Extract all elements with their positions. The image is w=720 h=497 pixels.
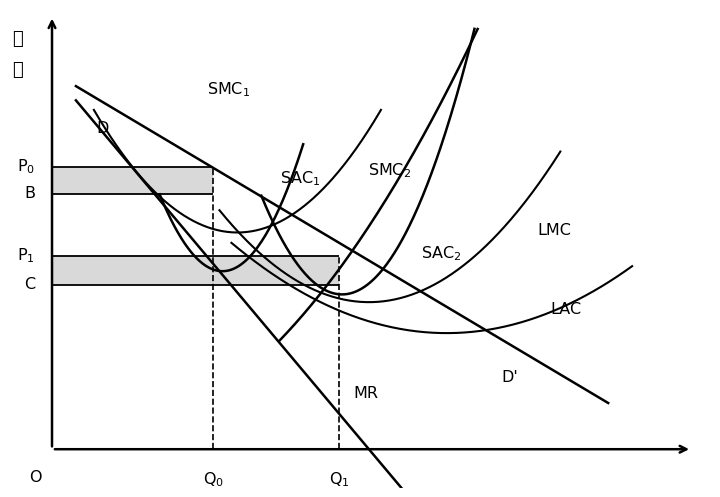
Text: D': D' bbox=[501, 370, 518, 385]
Text: Q$_1$: Q$_1$ bbox=[329, 471, 349, 489]
Text: LAC: LAC bbox=[551, 302, 582, 318]
Text: SAC$_2$: SAC$_2$ bbox=[420, 245, 461, 263]
Text: 价: 价 bbox=[12, 30, 23, 48]
Text: D: D bbox=[96, 120, 109, 136]
Text: P$_0$: P$_0$ bbox=[17, 158, 35, 176]
Text: SMC$_2$: SMC$_2$ bbox=[368, 161, 412, 180]
Text: O: O bbox=[29, 471, 42, 486]
Text: P$_1$: P$_1$ bbox=[17, 247, 35, 265]
Text: SAC$_1$: SAC$_1$ bbox=[280, 169, 320, 188]
Text: B: B bbox=[24, 186, 35, 201]
Text: C: C bbox=[24, 277, 35, 292]
Text: MR: MR bbox=[354, 386, 379, 401]
Bar bbox=[52, 166, 214, 194]
Text: LMC: LMC bbox=[537, 223, 571, 238]
Text: 格: 格 bbox=[12, 61, 23, 79]
Bar bbox=[52, 256, 339, 285]
Text: SMC$_1$: SMC$_1$ bbox=[207, 80, 250, 99]
Text: Q$_0$: Q$_0$ bbox=[203, 471, 224, 489]
